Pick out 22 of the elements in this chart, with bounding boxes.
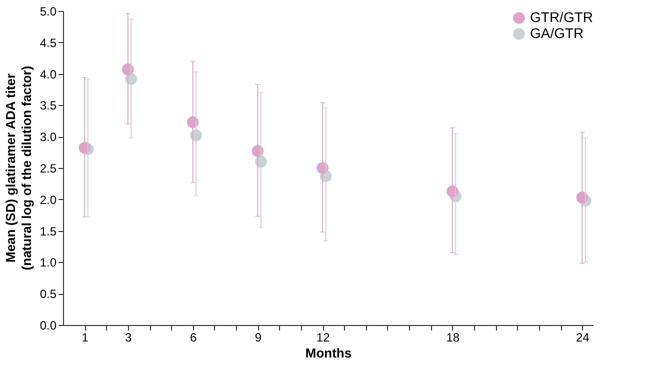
x-tick-label: 18 [446,330,460,344]
legend-label: GA/GTR [530,25,584,41]
y-axis-title: Mean (SD) glatiramer ADA titer (natural log of the dilution factor) [3,66,34,270]
x-tick-label: 9 [254,330,262,344]
x-tick-label: 12 [316,330,330,344]
x-tick-label: 6 [190,330,197,344]
y-tick-label: 5.0 [40,4,57,18]
x-tick-label: 24 [576,330,590,344]
y-tick-label: 4.5 [40,36,57,50]
x-tick-label: 1 [82,330,89,344]
y-tick-label: 2.5 [40,162,57,176]
y-tick-label: 0.0 [40,318,57,332]
y-tick-label: 3.0 [40,130,57,144]
legend-label: GTR/GTR [530,9,593,25]
y-tick-label: 0.5 [40,287,57,302]
y-tick-label: 2.0 [40,192,57,207]
x-tick-label: 3 [125,330,132,344]
y-tick-label: 4.0 [40,67,57,82]
y-tick-label: 3.5 [40,98,57,113]
y-tick-label: 1.5 [40,224,57,238]
x-axis-title: Months [305,346,352,360]
y-tick-label: 1.0 [40,256,57,270]
